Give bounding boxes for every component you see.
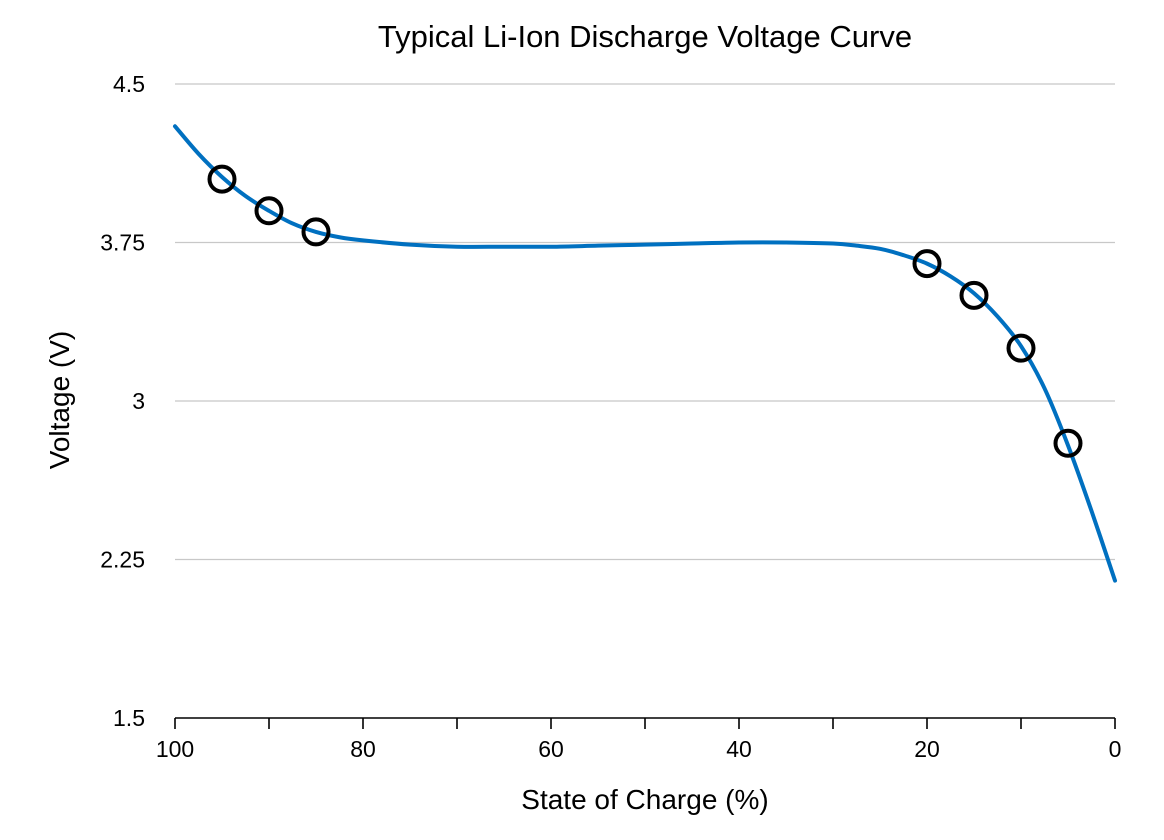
y-tick-label: 1.5 <box>113 705 145 731</box>
fit-curve <box>173 124 1117 583</box>
x-tick-labels: 100 80 60 40 20 0 <box>156 736 1122 762</box>
data-point <box>912 249 942 279</box>
data-point <box>1053 428 1083 458</box>
y-tick-label: 2.25 <box>100 547 145 573</box>
data-point <box>1006 333 1036 363</box>
fit-curve-layer <box>173 124 1117 583</box>
y-tick-label: 3 <box>132 388 145 414</box>
y-axis-label: Voltage (V) <box>44 331 75 470</box>
data-point <box>959 280 989 310</box>
data-points <box>207 164 1083 458</box>
y-tick-labels: 1.5 2.25 3 3.75 4.5 <box>100 71 145 731</box>
x-axis-label: State of Charge (%) <box>521 784 768 815</box>
y-tick-label: 4.5 <box>113 71 145 97</box>
x-tick-label: 80 <box>350 736 376 762</box>
x-tick-label: 100 <box>156 736 194 762</box>
x-tick-label: 60 <box>538 736 564 762</box>
gridlines <box>175 83 1115 561</box>
chart-title: Typical Li-Ion Discharge Voltage Curve <box>378 19 912 54</box>
x-axis <box>174 717 1116 729</box>
x-tick-label: 20 <box>914 736 940 762</box>
data-point <box>207 164 237 194</box>
data-point <box>254 196 284 226</box>
y-tick-label: 3.75 <box>100 230 145 256</box>
x-tick-label: 0 <box>1109 736 1122 762</box>
x-tick-label: 40 <box>726 736 752 762</box>
data-point <box>301 217 331 247</box>
